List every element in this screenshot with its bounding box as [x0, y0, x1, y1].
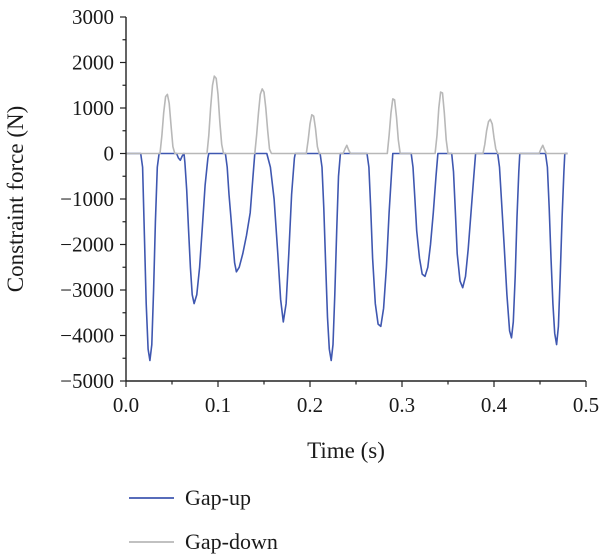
y-tick-label: −4000: [60, 324, 114, 348]
legend-label-gap-up: Gap-up: [185, 485, 251, 510]
y-tick-label: −1000: [60, 187, 114, 211]
plot-area: 0.0 0.1 0.2 0.3 0.4 0.5 3000 2000 1000 0 −1000 −20…: [60, 5, 599, 417]
y-axis-title: Constraint force (N): [3, 106, 28, 293]
y-tick-label: −2000: [60, 233, 114, 257]
x-tick-label: 0.0: [113, 393, 139, 417]
y-tick-label: −5000: [60, 369, 114, 393]
x-tick-label: 0.4: [481, 393, 508, 417]
x-tick-label: 0.2: [297, 393, 323, 417]
y-tick-label: 2000: [72, 51, 114, 75]
legend: Gap-up Gap-down: [129, 485, 278, 554]
x-tick-label: 0.1: [205, 393, 231, 417]
legend-label-gap-down: Gap-down: [185, 529, 278, 554]
series-line-gap-down: [126, 75, 568, 155]
x-tick-label: 0.5: [573, 393, 599, 417]
x-axis-title: Time (s): [307, 438, 385, 463]
y-ticks: 3000 2000 1000 0 −1000 −2000 −3000 −4000 −5000: [60, 5, 126, 393]
series-line-gap-up: [126, 152, 568, 362]
y-tick-label: 1000: [72, 96, 114, 120]
y-tick-label: −3000: [60, 278, 114, 302]
y-tick-label: 3000: [72, 5, 114, 29]
y-tick-label: 0: [104, 142, 115, 166]
x-ticks: 0.0 0.1 0.2 0.3 0.4 0.5: [113, 381, 599, 417]
x-tick-label: 0.3: [389, 393, 415, 417]
series-layer: [126, 75, 568, 362]
